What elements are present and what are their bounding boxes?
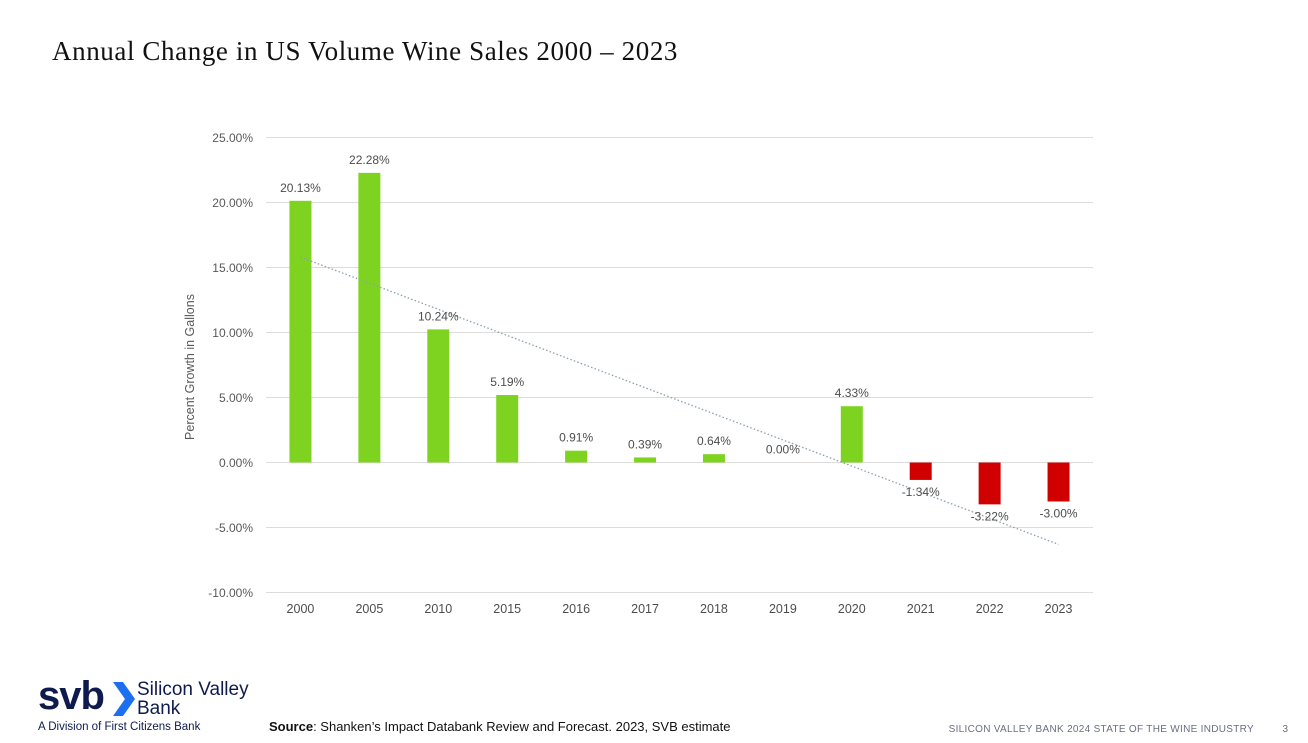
x-tick-label: 2000 [287, 602, 315, 616]
data-label: 0.91% [559, 431, 593, 445]
data-label: 22.28% [349, 153, 390, 167]
bar [840, 406, 863, 463]
x-axis-ticks: 2000 2005 2010 2015 2016 2017 2018 2019 2020 2021… [287, 602, 1073, 616]
x-tick-label: 2021 [907, 602, 935, 616]
page-number: 3 [1282, 724, 1288, 735]
data-label: -3.22% [971, 509, 1009, 523]
slide-title: Annual Change in US Volume Wine Sales 20… [52, 36, 679, 66]
y-tick-label: 20.00% [212, 196, 253, 210]
x-tick-label: 2020 [838, 602, 866, 616]
bar [702, 454, 725, 463]
y-tick-label: -5.00% [215, 521, 253, 535]
source-note: Source: Shanken’s Impact Databank Review… [269, 719, 731, 734]
bars [289, 172, 1070, 505]
x-tick-label: 2022 [976, 602, 1004, 616]
data-label: 0.00% [766, 443, 800, 457]
x-tick-label: 2016 [562, 602, 590, 616]
gridlines [266, 137, 1093, 593]
y-axis-label: Percent Growth in Gallons [183, 294, 197, 440]
bar [978, 462, 1001, 505]
data-label: 0.39% [628, 437, 662, 451]
y-tick-label: 5.00% [219, 391, 253, 405]
trendline [300, 256, 1059, 546]
trendline-group [300, 256, 1059, 546]
bar [496, 395, 519, 463]
data-label: -1.34% [902, 485, 940, 499]
data-label: 10.24% [418, 309, 459, 323]
x-tick-label: 2018 [700, 602, 728, 616]
chevron-right-icon [113, 682, 135, 716]
footer-text: SILICON VALLEY BANK 2024 STATE OF THE WI… [948, 724, 1254, 735]
y-tick-label: 25.00% [212, 131, 253, 145]
data-label: 0.64% [697, 434, 731, 448]
y-tick-label: -10.00% [208, 586, 253, 600]
x-tick-label: 2005 [355, 602, 383, 616]
bar [358, 172, 381, 463]
bar [909, 462, 932, 480]
svb-logo: svb Silicon Valley Bank A Division of Fi… [38, 676, 278, 740]
y-tick-label: 0.00% [219, 456, 253, 470]
bar [1047, 462, 1070, 502]
bar [634, 457, 657, 463]
bar [565, 450, 588, 463]
data-labels: 20.13% 22.28% 10.24% 5.19% 0.91% 0.39% 0.64% 0.… [280, 153, 1078, 523]
x-tick-label: 2017 [631, 602, 659, 616]
data-label: 20.13% [280, 181, 321, 195]
y-tick-label: 15.00% [212, 261, 253, 275]
x-tick-label: 2010 [424, 602, 452, 616]
data-label: 5.19% [490, 375, 524, 389]
y-tick-label: 10.00% [212, 326, 253, 340]
logo-name: Silicon Valley Bank [137, 679, 249, 719]
x-tick-label: 2023 [1045, 602, 1073, 616]
data-label: -3.00% [1040, 507, 1078, 521]
x-tick-label: 2015 [493, 602, 521, 616]
x-tick-label: 2019 [769, 602, 797, 616]
source-text: : Shanken’s Impact Databank Review and F… [313, 719, 731, 734]
y-axis-ticks: 25.00% 20.00% 15.00% 10.00% 5.00% 0.00% -5.00%… [208, 131, 253, 600]
logo-mark: svb [38, 674, 105, 718]
bar [289, 200, 312, 463]
source-label: Source [269, 719, 314, 734]
data-label: 4.33% [835, 386, 869, 400]
bar [427, 329, 450, 463]
logo-subtitle: A Division of First Citizens Bank [38, 721, 201, 733]
